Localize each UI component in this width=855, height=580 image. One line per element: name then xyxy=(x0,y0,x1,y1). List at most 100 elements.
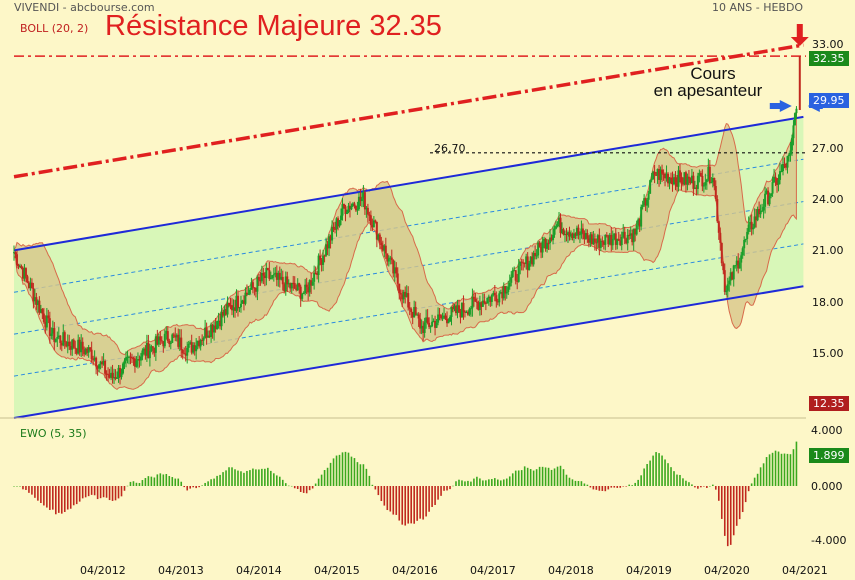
candle-body xyxy=(99,361,102,365)
candle-body xyxy=(699,172,702,176)
ewo-bar xyxy=(305,486,308,494)
candle-body xyxy=(731,272,734,280)
candle-body xyxy=(653,171,656,175)
candle-body xyxy=(777,179,780,185)
ewo-bar xyxy=(559,465,562,486)
candle-body xyxy=(646,199,649,206)
right-arrow-icon xyxy=(779,100,792,112)
hline-label: 26.70 xyxy=(434,142,466,155)
ewo-bar xyxy=(105,486,108,498)
candle-body xyxy=(755,216,758,221)
ewo-bar xyxy=(765,457,768,486)
candle-body xyxy=(275,272,278,280)
candle-body xyxy=(416,314,419,316)
candle-body xyxy=(407,293,410,308)
candle-body xyxy=(335,218,338,230)
candle-body xyxy=(244,292,247,304)
candle-body xyxy=(359,196,362,202)
ewo-bar xyxy=(607,486,610,490)
ewo-bar xyxy=(768,454,771,486)
ewo-bar xyxy=(281,479,284,486)
candle-body xyxy=(225,309,228,315)
ewo-bar xyxy=(670,467,672,486)
candle-body xyxy=(371,225,374,228)
candle-body xyxy=(353,203,356,206)
candle-body xyxy=(580,228,583,235)
candle-body xyxy=(265,268,268,279)
ewo-bar xyxy=(234,469,236,486)
down-arrow-shaft xyxy=(796,24,803,38)
ewo-bar xyxy=(556,466,559,486)
ewo-bar xyxy=(529,469,532,486)
candle-body xyxy=(644,198,647,206)
ewo-bar xyxy=(165,473,168,486)
candle-body xyxy=(135,360,138,367)
candle-body xyxy=(239,303,242,308)
candle-body xyxy=(302,293,305,295)
candle-body xyxy=(183,353,186,355)
ewo-bar xyxy=(204,482,206,486)
candle-body xyxy=(684,172,687,185)
ewo-bar xyxy=(682,478,684,486)
candle-body xyxy=(625,238,628,244)
x-tick-2014: 04/2014 xyxy=(236,564,282,577)
candle-body xyxy=(514,270,517,281)
candle-body xyxy=(717,221,720,233)
candle-body xyxy=(308,280,311,293)
ewo-bar xyxy=(562,469,565,486)
ewo-bar xyxy=(571,479,574,486)
candle-body xyxy=(719,232,722,243)
y-tick-21: 21.00 xyxy=(812,244,844,257)
candle-body xyxy=(350,205,353,210)
candle-body xyxy=(50,333,53,336)
candle-body xyxy=(692,175,695,189)
candle-body xyxy=(537,242,540,256)
candle-body xyxy=(386,253,389,262)
ewo-bar xyxy=(293,486,296,489)
candle-body xyxy=(635,225,638,235)
ewo-bar xyxy=(649,460,651,486)
boll-label: BOLL (20, 2) xyxy=(20,22,89,35)
candle-body xyxy=(332,226,335,229)
candle-body xyxy=(522,262,525,264)
ewo-bar xyxy=(344,451,347,486)
ewo-bar xyxy=(243,472,245,486)
candle-body xyxy=(357,196,360,210)
candle-body xyxy=(454,305,457,314)
ewo-bar xyxy=(129,481,132,486)
candle-body xyxy=(165,331,168,334)
candle-body xyxy=(383,245,386,251)
ewo-bar xyxy=(171,477,174,486)
candle-body xyxy=(661,169,664,174)
candle-body xyxy=(508,282,511,287)
ewo-bar xyxy=(225,470,227,486)
candle-body xyxy=(480,302,483,307)
ewo-bar xyxy=(267,467,269,486)
candle-body xyxy=(132,358,135,360)
candle-body xyxy=(187,343,190,348)
ewo-bar xyxy=(63,486,66,512)
candle-body xyxy=(374,220,377,222)
ewo-bar xyxy=(213,478,215,486)
candle-body xyxy=(438,314,441,316)
x-tick-2018: 04/2018 xyxy=(548,564,594,577)
candle-body xyxy=(726,284,729,291)
candle-body xyxy=(271,275,274,279)
candle-body xyxy=(477,302,480,310)
candle-body xyxy=(696,175,699,189)
candle-body xyxy=(199,339,202,347)
candle-body xyxy=(372,220,375,228)
candle-body xyxy=(504,286,507,294)
candle-body xyxy=(334,228,337,230)
ewo-bar xyxy=(159,473,162,486)
channel-upper-line xyxy=(13,115,804,252)
candle-body xyxy=(251,282,254,288)
ewo-bar xyxy=(470,481,472,486)
candle-body xyxy=(238,307,241,309)
candle-body xyxy=(162,341,165,347)
ewo-bar xyxy=(183,486,186,488)
candle-body xyxy=(705,179,708,183)
candle-body xyxy=(429,326,432,328)
candle-body xyxy=(732,265,735,280)
candle-body xyxy=(147,342,150,359)
